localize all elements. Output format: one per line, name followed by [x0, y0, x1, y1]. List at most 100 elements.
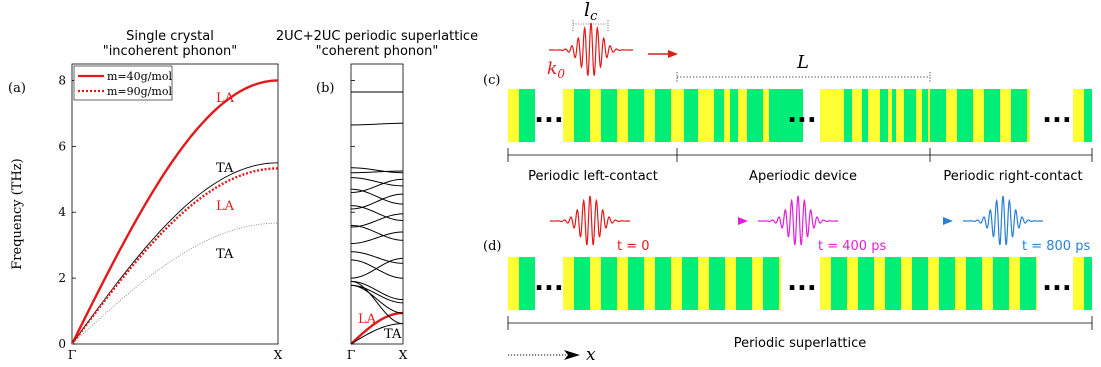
x-axis-arrow-head: [564, 350, 580, 360]
yellow-layer: [590, 89, 601, 142]
yellow-layer: [671, 89, 677, 142]
folded-band: [350, 259, 404, 279]
y-tick-label: 8: [58, 73, 66, 87]
folded-band: [350, 205, 404, 221]
wavepacket-t800: [963, 195, 1043, 246]
green-layer: [892, 89, 896, 142]
yellow-layer: [644, 89, 655, 142]
green-layer: [912, 257, 928, 310]
yellow-layer: [820, 257, 831, 310]
panel-d-label: (d): [483, 239, 501, 254]
green-layer: [747, 89, 763, 142]
dispersion-la-m90: [71, 167, 279, 345]
folded-band: [350, 280, 404, 325]
yellow-layer: [896, 89, 904, 142]
folded-band: [350, 257, 404, 279]
folded-band: [350, 284, 404, 314]
panel-a-label: (a): [8, 81, 26, 96]
y-tick-label: 4: [58, 205, 66, 219]
yellow-layer: [725, 257, 736, 310]
folded-band: [350, 188, 404, 205]
folded-band: [350, 193, 404, 210]
green-layer: [1011, 89, 1027, 142]
green-layer: [1020, 257, 1036, 310]
yellow-layer: [671, 257, 682, 310]
green-layer: [1084, 89, 1092, 142]
yellow-layer: [644, 257, 655, 310]
yellow-layer: [508, 89, 519, 142]
panel-b-curves: [350, 91, 404, 345]
y-tick-label: 2: [58, 271, 66, 285]
folded-band: [351, 122, 404, 126]
panel-a-axes-frame: [71, 63, 279, 345]
green-layer: [862, 89, 868, 142]
green-layer: [655, 257, 671, 310]
folded-band: [350, 170, 403, 174]
y-tick-label: 6: [58, 139, 66, 153]
b-x-tick-label: X: [399, 348, 408, 362]
yellow-layer: [916, 89, 922, 142]
green-layer: [763, 257, 779, 310]
green-layer: [574, 89, 590, 142]
yellow-layer: [888, 89, 892, 142]
green-layer: [628, 257, 644, 310]
legend-entry-m90: m=90g/mol: [107, 85, 172, 98]
folded-band: [350, 177, 404, 187]
wavepacket-t0: [550, 195, 630, 246]
k0-label: k0: [547, 59, 565, 81]
annotation-ta-top: TA: [216, 161, 234, 176]
yellow-layer: [698, 89, 714, 142]
yellow-layer: [946, 89, 957, 142]
panel-d-ellipsis-2: ...: [787, 267, 817, 297]
y-axis-label: Frequency (THz): [10, 158, 25, 269]
yellow-layer: [1073, 257, 1084, 310]
yellow-layer: [1073, 89, 1084, 142]
device-length-label: L: [796, 52, 809, 73]
legend-box: [73, 65, 173, 101]
green-layer: [993, 257, 1009, 310]
yellow-layer: [738, 89, 747, 142]
yellow-layer: [590, 257, 601, 310]
folded-band: [350, 213, 404, 228]
folded-band: [350, 280, 404, 301]
folded-band: [350, 167, 404, 174]
green-layer: [858, 257, 874, 310]
time-label-t0: t = 0: [617, 239, 650, 254]
right-contact-label: Periodic right-contact: [943, 169, 1082, 184]
green-layer: [880, 89, 888, 142]
yellow-layer: [852, 89, 862, 142]
green-layer: [939, 257, 955, 310]
panel-c-ellipsis-1: ...: [534, 99, 564, 129]
yellow-layer: [1009, 257, 1020, 310]
panel-d-ellipsis-3: ...: [1042, 267, 1072, 297]
green-layer: [844, 89, 852, 142]
yellow-layer: [928, 257, 939, 310]
green-layer: [904, 89, 916, 142]
yellow-layer: [1027, 89, 1030, 142]
panel-d-structure: [508, 257, 1092, 310]
yellow-layer: [820, 89, 844, 142]
yellow-layer: [563, 89, 574, 142]
folded-band: [350, 231, 404, 245]
yellow-layer: [901, 257, 912, 310]
yellow-layer: [617, 89, 628, 142]
wavepacket-t400: [758, 195, 838, 246]
superlattice-label: Periodic superlattice: [734, 336, 867, 351]
green-layer: [831, 257, 847, 310]
green-layer: [709, 257, 725, 310]
green-layer: [655, 89, 671, 142]
yellow-layer: [617, 257, 628, 310]
green-layer: [984, 89, 1000, 142]
panel-c-label: (c): [483, 73, 500, 88]
green-layer: [714, 89, 724, 142]
folded-band: [350, 311, 404, 345]
yellow-layer: [1000, 89, 1011, 142]
y-tick-label: 0: [58, 337, 66, 351]
x-tick-label: X: [274, 348, 283, 362]
green-layer: [736, 257, 752, 310]
panel-c: (c) lc k0 L ... ... ...: [483, 0, 1093, 184]
yellow-layer: [874, 257, 885, 310]
incident-wave-packet: lc k0: [547, 0, 678, 81]
